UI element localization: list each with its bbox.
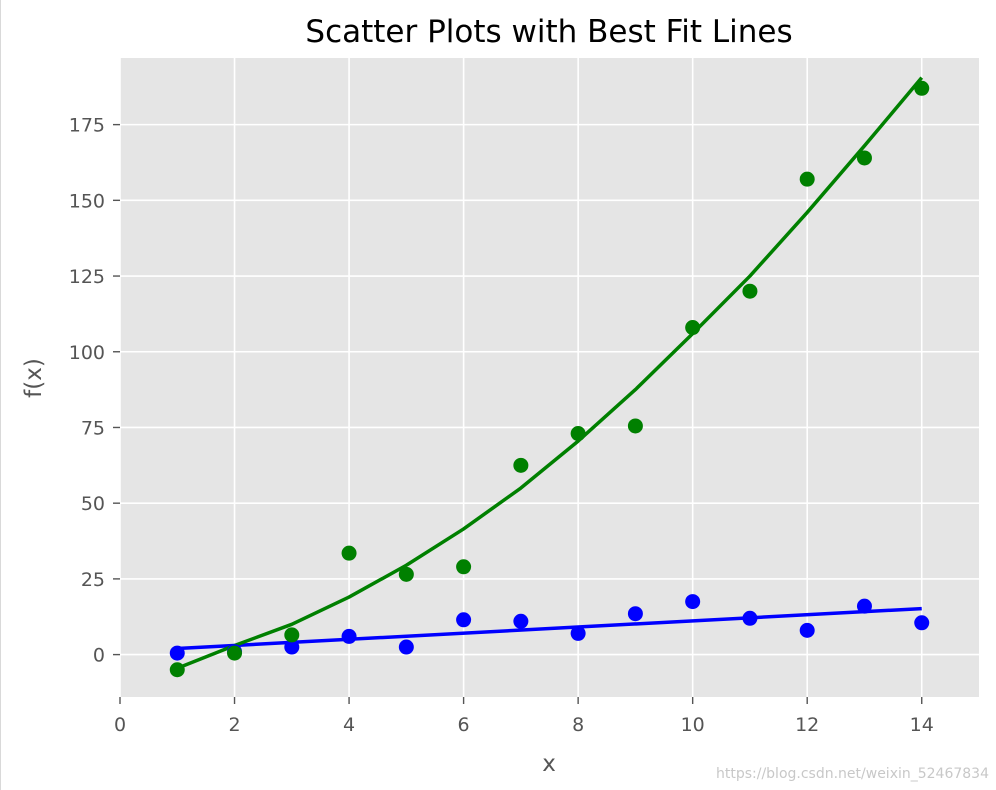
scatter-point-series-2 [456, 559, 472, 575]
scatter-point-series-2 [799, 171, 815, 187]
scatter-point-series-2 [570, 426, 586, 442]
scatter-point-series-2 [341, 545, 357, 561]
scatter-point-series-1 [341, 628, 357, 644]
scatter-point-series-2 [914, 80, 930, 96]
scatter-point-series-1 [627, 606, 643, 622]
x-tick-label: 10 [681, 714, 705, 736]
scatter-point-series-1 [456, 612, 472, 628]
scatter-point-series-2 [398, 566, 414, 582]
grid [119, 58, 979, 697]
scatter-point-series-2 [227, 645, 243, 661]
y-tick-label: 75 [81, 417, 105, 439]
x-tick-label: 8 [572, 714, 584, 736]
scatter-point-series-1 [169, 645, 185, 661]
plot-background [120, 58, 979, 697]
x-tick-label: 2 [228, 714, 240, 736]
scatter-point-series-1 [570, 625, 586, 641]
y-tick-label: 50 [81, 493, 105, 515]
fit-line-series-2 [176, 76, 924, 670]
scatter-point-series-2 [856, 150, 872, 166]
y-tick-label: 100 [69, 342, 105, 364]
y-axis-label: f(x) [21, 358, 47, 398]
x-tick-label: 12 [795, 714, 819, 736]
scatter-points [169, 80, 930, 678]
scatter-point-series-2 [742, 283, 758, 299]
y-tick-label: 150 [69, 190, 105, 212]
scatter-point-series-2 [284, 627, 300, 643]
x-axis-label: x [542, 751, 556, 777]
scatter-point-series-2 [513, 457, 529, 473]
axis-ticks: 0 2 4 6 8 10 12 14 0 25 50 75 100 125 150 175 [69, 115, 934, 736]
scatter-point-series-1 [513, 613, 529, 629]
scatter-point-series-1 [398, 639, 414, 655]
x-tick-label: 6 [458, 714, 470, 736]
watermark: https://blog.csdn.net/weixin_52467834 [716, 766, 989, 782]
fit-line-series-1 [177, 606, 922, 651]
y-tick-label: 125 [69, 266, 105, 288]
scatter-point-series-1 [284, 639, 300, 655]
fit-lines [176, 76, 924, 670]
y-tick-label: 175 [69, 115, 105, 137]
scatter-point-series-2 [627, 418, 643, 434]
scatter-point-series-1 [685, 594, 701, 610]
scatter-point-series-1 [799, 622, 815, 638]
scatter-point-series-1 [742, 610, 758, 626]
chart-title: Scatter Plots with Best Fit Lines [305, 14, 792, 50]
scatter-point-series-2 [685, 320, 701, 336]
x-tick-label: 14 [910, 714, 934, 736]
scatter-point-series-1 [914, 615, 930, 631]
scatter-point-series-1 [856, 598, 872, 614]
y-tick-label: 0 [93, 645, 105, 667]
y-tick-label: 25 [81, 569, 105, 591]
x-tick-label: 4 [343, 714, 355, 736]
x-tick-label: 0 [114, 714, 126, 736]
scatter-point-series-2 [169, 662, 185, 678]
